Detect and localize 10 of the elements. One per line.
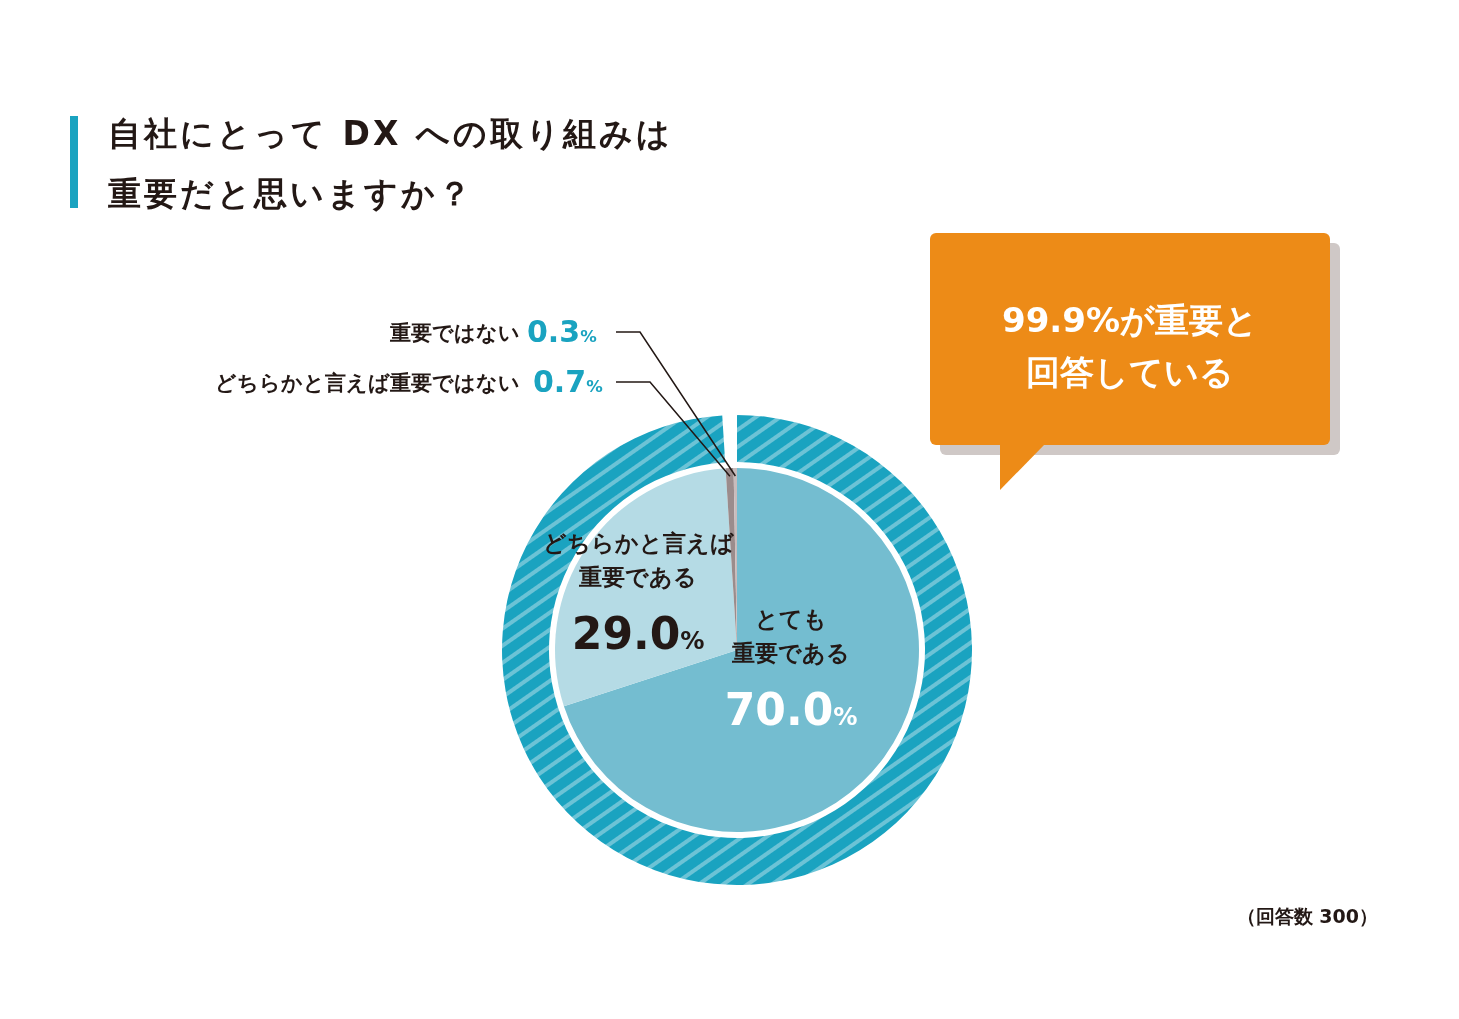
slice-label: とても重要である (731, 605, 851, 666)
slice-label: どちらかと言えば重要ではない (215, 371, 520, 395)
data-label: 0.3% (527, 314, 598, 349)
text: 99.9%が重要と回答している (1002, 300, 1258, 392)
data-label: 70.0% (724, 683, 858, 735)
data-label: 0.7% (533, 364, 604, 399)
chart-title: 自社にとって DX への取り組みは重要だと思いますか？ (108, 114, 673, 213)
slice-label: 重要ではない (389, 321, 520, 345)
data-label: 29.0% (571, 607, 705, 659)
text: （回答数 300） (1236, 905, 1378, 927)
